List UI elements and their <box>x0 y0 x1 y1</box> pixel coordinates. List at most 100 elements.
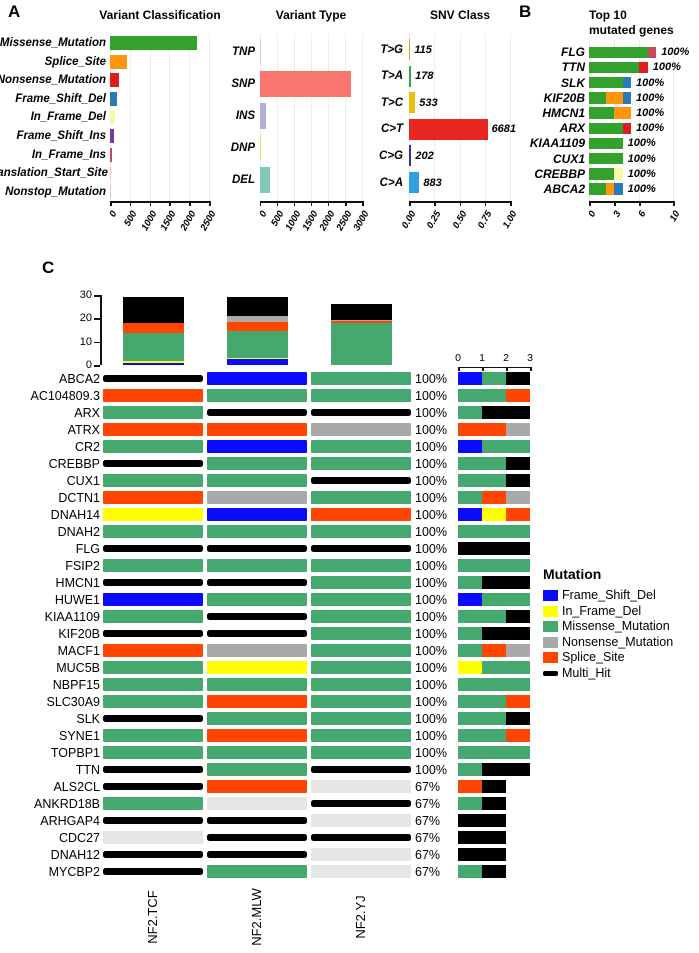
cell-none <box>311 814 411 827</box>
category-label: In_Frame_Ins <box>31 148 106 161</box>
count-bar-splice_site <box>482 491 506 504</box>
gene-label: CUX1 <box>66 473 100 488</box>
top10-title-line1: Top 10 <box>589 8 627 22</box>
bar-segment-in_frame_del <box>614 168 623 180</box>
panel-b-label: B <box>519 2 532 21</box>
sample-stack-multi_hit <box>122 297 184 323</box>
cell-nonsense_mutation <box>207 491 307 504</box>
count-axis-tick <box>530 367 532 371</box>
cell-missense_mutation <box>311 576 411 589</box>
sample-stack-missense_mutation <box>330 323 392 365</box>
bar-segment-missense_mutation <box>589 168 615 180</box>
cell-missense_mutation <box>311 644 411 657</box>
count-bar-multi_hit <box>482 780 506 793</box>
gridline <box>434 34 436 201</box>
cell-multi-hit <box>207 817 307 824</box>
gridline <box>310 34 312 201</box>
row-percent-label: 100% <box>415 405 447 420</box>
count-bar-missense_mutation <box>458 525 530 538</box>
cell-multi-hit <box>311 766 411 773</box>
bar-segment-frame_shift_del <box>614 183 623 195</box>
gene-label: MUC5B <box>56 660 100 675</box>
count-bar-multi_hit <box>482 406 530 419</box>
bar <box>110 36 198 50</box>
cell-multi-hit <box>103 817 203 824</box>
cell-missense_mutation <box>311 712 411 725</box>
gene-label: ARX <box>74 405 100 420</box>
count-axis-tick-label: 0 <box>455 352 461 364</box>
row-percent-label: 100% <box>415 456 447 471</box>
axis-tick <box>259 201 262 206</box>
sample-stack-in_frame_del <box>122 361 184 363</box>
bar-percent-label: 100% <box>627 152 656 165</box>
cell-missense_mutation <box>103 695 203 708</box>
y-axis-tick-label: 10 <box>79 335 92 348</box>
axis-tick <box>327 201 330 206</box>
bar-value-label: 115 <box>414 43 432 56</box>
category-label: FLG <box>561 45 585 60</box>
gridline <box>129 34 131 201</box>
variant-type-title: Variant Type <box>275 8 347 22</box>
legend-item-label: Nonsense_Mutation <box>562 634 674 649</box>
cell-missense_mutation <box>311 729 411 742</box>
bar <box>110 54 128 69</box>
cell-missense_mutation <box>103 406 203 419</box>
cell-nonsense_mutation <box>207 644 307 657</box>
cell-multi-hit <box>311 545 411 552</box>
bar <box>110 91 117 106</box>
gene-label: KIF20B <box>58 626 100 641</box>
cell-multi-hit <box>207 579 307 586</box>
bar <box>110 110 115 125</box>
sample-stack-splice_site <box>122 323 184 334</box>
bar-segment-splice_site <box>605 183 615 195</box>
gridline <box>327 34 329 201</box>
count-bar-missense_mutation <box>458 474 506 487</box>
gene-label: MYCBP2 <box>48 864 100 879</box>
bar-segment-splice_site <box>614 107 631 119</box>
bar-value-label: 178 <box>415 70 434 83</box>
cell-frame_shift_del <box>207 372 307 385</box>
count-bar-missense_mutation <box>458 559 530 572</box>
gene-label: KIAA1109 <box>44 609 100 624</box>
panel-c-label: C <box>42 258 55 277</box>
cell-missense_mutation <box>207 865 307 878</box>
bar-value-label: 883 <box>423 176 442 189</box>
sample-stack-nonsense_mutation <box>330 319 392 322</box>
row-percent-label: 67% <box>415 779 441 794</box>
count-bar-missense_mutation <box>482 372 506 385</box>
gene-label: FSIP2 <box>65 558 100 573</box>
gridline <box>149 34 151 201</box>
category-label: KIF20B <box>543 90 585 105</box>
bar-segment-frame_shift_del <box>622 76 631 89</box>
sample-stack-missense_mutation <box>122 333 184 362</box>
cell-missense_mutation <box>311 525 411 538</box>
count-axis-tick-label: 1 <box>479 352 485 364</box>
count-bar-missense_mutation <box>458 389 506 402</box>
cell-missense_mutation <box>103 610 203 623</box>
bar <box>259 39 261 65</box>
cell-missense_mutation <box>207 763 307 776</box>
bar-segment-missense_mutation <box>589 92 606 104</box>
bar <box>259 167 271 193</box>
bar-segment-missense_mutation <box>589 61 640 74</box>
gridline <box>510 34 511 201</box>
count-bar-splice_site <box>506 695 530 708</box>
category-label: TNP <box>232 46 255 58</box>
sample-stack-in_frame_del <box>226 358 288 360</box>
gridline <box>459 34 461 201</box>
cell-missense_mutation <box>103 525 203 538</box>
cell-none <box>311 865 411 878</box>
count-bar-frame_shift_del <box>458 593 482 606</box>
cell-splice_site <box>207 780 307 793</box>
gene-label: HUWE1 <box>54 592 100 607</box>
axis-tick <box>362 201 364 206</box>
gene-label: DNAH2 <box>57 524 100 539</box>
sample-stack-frame_shift_del <box>122 362 184 365</box>
category-label: ARX <box>559 121 585 136</box>
row-percent-label: 100% <box>415 745 447 760</box>
cell-splice_site <box>311 508 411 521</box>
bar-segment-in_frame_ins <box>647 46 657 58</box>
count-bar-multi_hit <box>458 814 506 827</box>
